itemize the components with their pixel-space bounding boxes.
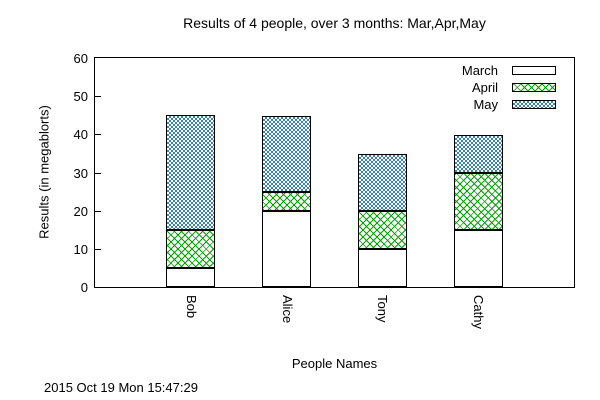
y-tick-mark-50 [95,96,101,98]
legend-label-april: April [471,80,498,95]
bar-segment-april-alice [262,192,311,211]
bar-segment-may-tony [358,154,407,211]
legend-row-march: March [462,62,556,79]
chart-title: Results of 4 people, over 3 months: Mar,… [183,15,486,31]
timestamp: 2015 Oct 19 Mon 15:47:29 [44,380,198,395]
legend: March April May [462,62,556,113]
bar-stack-tony [358,154,407,287]
x-axis-label: People Names [291,356,378,371]
y-tick-label-40: 40 [73,127,88,143]
y-axis-label: Results (in megablorts) [36,105,52,239]
bar-segment-march-tony [358,249,407,287]
bar-segment-march-alice [262,211,311,287]
bar-segment-april-cathy [454,173,503,230]
legend-swatch-march [512,66,556,75]
bar-segment-may-cathy [454,135,503,173]
y-tick-label-10: 10 [73,241,88,257]
y-tick-label-60: 60 [73,51,88,66]
bar-segment-april-tony [358,211,407,249]
legend-row-april: April [462,79,556,96]
bar-stack-bob [166,115,215,287]
bar-stack-cathy [454,135,503,287]
legend-label-march: March [461,63,498,78]
bar-segment-may-alice [262,116,311,192]
legend-row-may: May [462,96,556,113]
x-category-label-alice: Alice [280,295,295,324]
bar-segment-march-bob [166,268,215,287]
plot-area: March April May [94,57,575,288]
x-category-label-tony: Tony [375,295,390,323]
bar-stack-alice [262,116,311,287]
y-tick-label-30: 30 [73,165,88,181]
y-tick-label-0: 0 [80,280,88,295]
legend-label-may: May [473,97,498,112]
y-tick-mark-30 [95,172,101,174]
y-tick-mark-10 [95,248,101,250]
y-tick-mark-20 [95,210,101,212]
bar-segment-april-bob [166,230,215,268]
x-category-label-cathy: Cathy [471,295,486,329]
legend-swatch-april [512,83,556,92]
bar-segment-may-bob [166,115,215,230]
legend-swatch-may [512,100,556,109]
y-tick-mark-40 [95,134,101,136]
bar-segment-march-cathy [454,230,503,287]
y-tick-label-50: 50 [73,89,88,105]
x-category-label-bob: Bob [184,295,199,319]
y-tick-label-20: 20 [73,203,88,219]
